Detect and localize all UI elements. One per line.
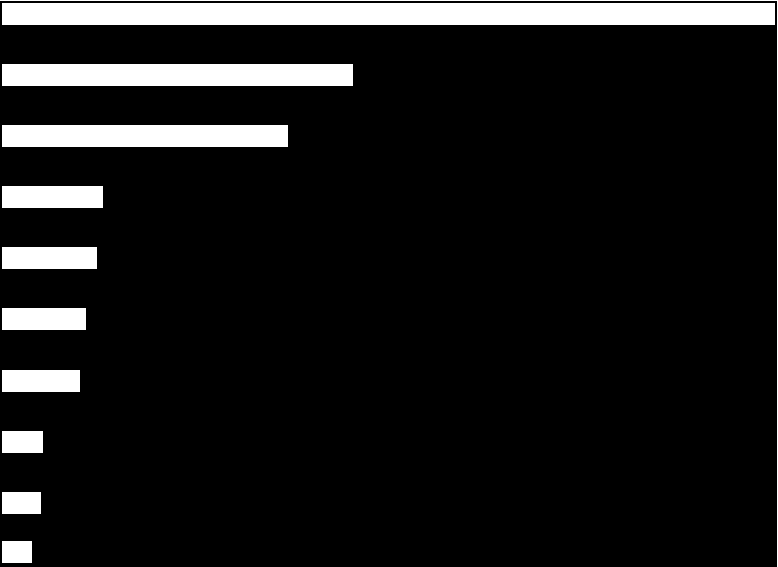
bar-7 — [2, 431, 43, 453]
bar-2 — [2, 125, 288, 147]
bar-9 — [2, 541, 32, 563]
bar-8 — [2, 492, 41, 514]
bar-4 — [2, 247, 97, 269]
chart-top-border — [0, 0, 778, 1]
bar-6 — [2, 370, 80, 392]
bar-0 — [2, 3, 775, 25]
bar-5 — [2, 308, 86, 330]
bar-1 — [2, 64, 353, 86]
bar-chart — [0, 0, 778, 567]
bar-3 — [2, 186, 103, 208]
